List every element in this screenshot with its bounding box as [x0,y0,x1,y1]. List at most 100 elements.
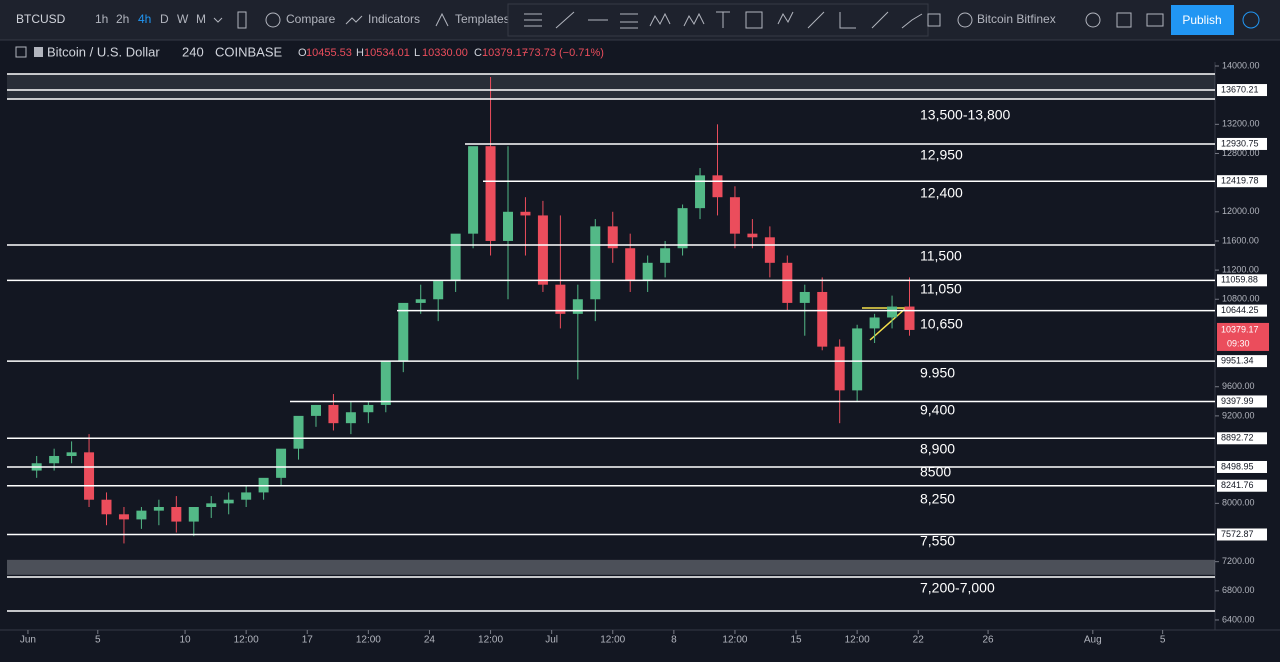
interval[interactable]: W [177,12,189,26]
snapshot-icon[interactable] [1146,13,1164,27]
candle-body [206,503,217,508]
price-tag-label: 8241.76 [1221,480,1254,490]
price-tag-label: 8892.72 [1221,433,1254,443]
y-tick-label: 10800.00 [1222,294,1260,304]
templates-icon[interactable] [435,12,449,27]
annotation: 11,050 [920,281,962,297]
indicators-icon[interactable] [345,15,363,25]
candle-body [84,452,95,500]
tool-icon[interactable] [683,12,705,27]
annotation: 7,200-7,000 [920,580,995,596]
x-tick-label: 26 [983,635,995,646]
candle-body [171,507,182,522]
fullscreen-icon[interactable] [1116,12,1132,28]
ohlc-key: O [298,47,307,59]
publish-label[interactable]: Publish [1182,13,1221,27]
candle-body [887,306,898,318]
exchange-icon[interactable] [957,12,973,28]
y-tick-label: 9600.00 [1222,381,1255,391]
price-tag-label: 9951.34 [1221,355,1254,365]
tool-icon[interactable] [901,13,923,29]
zone [7,74,1215,100]
tool-icon[interactable] [839,12,856,29]
settings-icon[interactable] [1085,12,1101,28]
y-tick-label: 11200.00 [1222,264,1259,274]
compare-icon[interactable] [265,12,281,28]
price-tag-label: 7572.87 [1221,529,1254,539]
candle-body [188,507,199,522]
annotation: 10,650 [920,316,963,332]
publish-button[interactable] [1171,5,1234,35]
candle-body [537,215,548,285]
candle-body [450,233,461,282]
legend-name: Bitcoin / U.S. Dollar [47,44,160,59]
annotation: 9.950 [920,365,955,381]
price-tag [1217,274,1267,287]
tool-icon[interactable] [555,11,575,29]
ohlc-value: 10534.01 [364,47,410,59]
tool-icon[interactable] [745,11,763,29]
x-tick-label: 17 [302,635,314,646]
chart-type-icon[interactable] [237,11,247,29]
candle-body [328,404,339,424]
tool-icon[interactable] [524,13,542,27]
x-tick-label: 12:00 [722,635,747,646]
tool-icon[interactable] [620,13,638,29]
x-tick-label: 12:00 [845,635,870,646]
candle-body [241,492,252,500]
x-tick-label: 5 [1160,635,1166,646]
tool-icon[interactable] [777,11,794,25]
candle-body [345,412,356,424]
y-tick-label: 8000.00 [1222,498,1255,508]
candle-body [380,361,391,405]
tool-icon[interactable] [871,11,889,29]
expand-icon[interactable] [15,46,27,58]
price-tag [1217,137,1267,150]
candle-body [310,404,321,416]
price-tag [1217,479,1267,492]
candle-body [904,306,915,330]
interval[interactable]: D [160,12,169,26]
candle-body [101,499,112,515]
candle-body [869,317,880,329]
legend-interval: 240 [182,44,204,59]
x-tick-label: 5 [95,635,101,646]
ohlc-value: 10330.00 [422,47,468,59]
exchange-selector[interactable]: Bitcoin Bitfinex [977,12,1056,26]
candle-body [660,248,671,263]
candle-body [817,291,828,347]
drawing-toolbar [507,3,929,37]
price-tag [1217,432,1267,445]
templates-button[interactable]: Templates [455,12,510,26]
triangle-drawing [862,307,907,341]
annotation: 7,550 [920,533,955,549]
compare-button[interactable]: Compare [286,12,336,26]
price-tag [1217,395,1267,408]
symbol[interactable]: BTCUSD [16,12,66,26]
interval[interactable]: 1h [95,12,108,26]
interval[interactable]: M [196,12,206,26]
interval[interactable]: 4h [138,12,151,26]
current-price-label: 10379.17 [1221,324,1259,334]
dropdown-icon[interactable] [213,17,223,23]
candle-body [415,299,426,303]
interval[interactable]: 2h [116,12,129,26]
price-tag [1217,355,1267,368]
tool-icon[interactable] [927,13,941,27]
tool-icon[interactable] [649,12,671,27]
legend-change: −73.73 (−0.71%) [522,47,604,59]
candle-body [607,226,618,249]
tool-icon[interactable] [716,11,730,28]
price-tag [1217,175,1267,188]
tool-icon[interactable] [807,11,825,29]
annotation: 8500 [920,464,951,480]
annotation: 8,250 [920,491,955,507]
ohlc-key: L [414,47,420,59]
price-tag [1217,304,1267,317]
drawing-tools [524,11,941,29]
replay-icon[interactable] [1242,11,1260,29]
ohlc-key: C [474,47,482,59]
countdown-label: 09:30 [1227,338,1250,348]
indicators-button[interactable]: Indicators [368,12,420,26]
